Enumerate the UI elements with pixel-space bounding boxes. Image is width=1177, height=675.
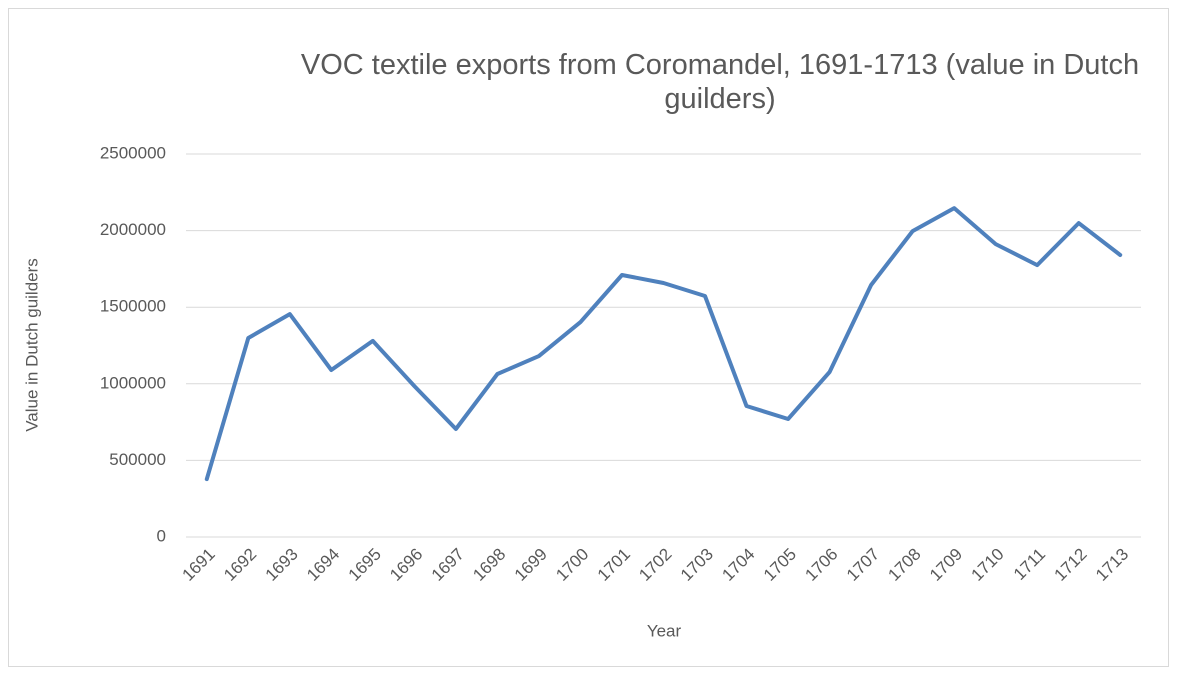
y-tick-label: 1500000: [100, 297, 166, 316]
chart-border: [8, 8, 1169, 667]
x-tick-label: 1711: [1010, 545, 1049, 584]
x-tick-label: 1710: [967, 545, 1007, 585]
data-line: [204, 206, 1123, 482]
x-tick-label: 1712: [1051, 545, 1091, 585]
x-tick-label: 1696: [386, 545, 426, 585]
x-tick-label: 1705: [760, 545, 800, 585]
x-tick-label: 1698: [469, 545, 509, 585]
x-tick-label: 1695: [345, 545, 385, 585]
x-tick-label: 1707: [843, 545, 883, 585]
y-tick-label: 500000: [109, 450, 166, 469]
x-tick-label: 1691: [179, 545, 219, 585]
x-tick-label: 1699: [511, 545, 551, 585]
x-tick-label: 1713: [1092, 545, 1132, 585]
x-tick-label: 1701: [594, 545, 634, 585]
x-tick-label: 1708: [884, 545, 924, 585]
y-tick-label: 0: [157, 526, 166, 545]
x-tick-label: 1697: [428, 545, 468, 585]
y-tick-label: 2000000: [100, 220, 166, 239]
x-tick-label: 1703: [677, 545, 717, 585]
y-tick-label: 1000000: [100, 373, 166, 392]
y-tick-label: 2500000: [100, 143, 166, 162]
x-tick-label: 1704: [718, 545, 758, 585]
x-tick-label: 1692: [220, 545, 260, 585]
x-tick-label: 1693: [262, 545, 302, 585]
x-tick-label: 1694: [303, 545, 343, 585]
x-tick-label: 1709: [926, 545, 966, 585]
chart-title: VOC textile exports from Coromandel, 169…: [300, 49, 1140, 115]
y-axis-title: Value in Dutch guilders: [22, 258, 41, 432]
x-axis-title: Year: [647, 621, 682, 640]
x-tick-label: 1706: [801, 545, 841, 585]
x-tick-label: 1700: [552, 545, 592, 585]
x-tick-label: 1702: [635, 545, 675, 585]
